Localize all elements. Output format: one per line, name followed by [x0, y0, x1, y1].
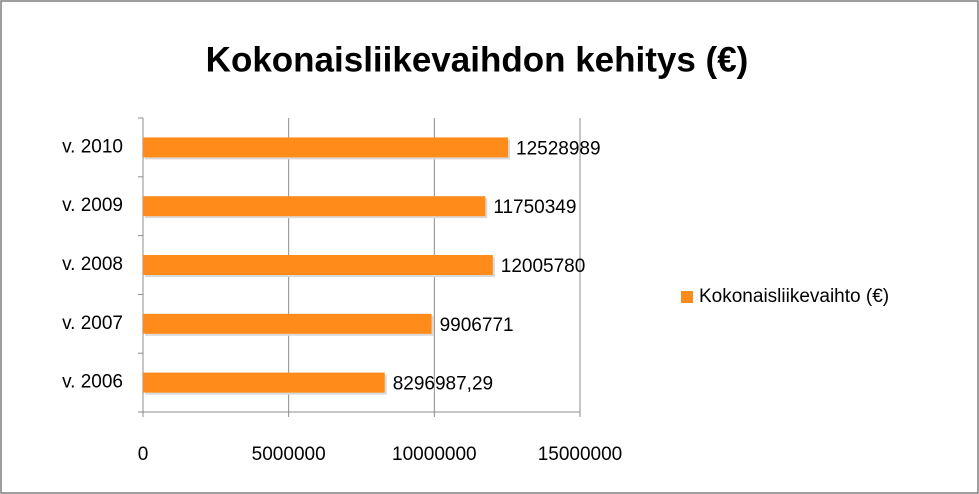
bar [143, 137, 509, 158]
bar [143, 196, 486, 217]
data-label: 9906771 [440, 315, 514, 336]
y-tick-label: v. 2008 [62, 254, 123, 275]
x-tick-label: 15000000 [538, 444, 623, 465]
y-tick-label: v. 2007 [62, 313, 123, 334]
bar [143, 372, 385, 393]
x-tick-label: 0 [138, 444, 149, 465]
chart-title: Kokonaisliikevaihdon kehitys (€) [206, 40, 749, 79]
data-label: 12005780 [501, 256, 586, 277]
legend-label: Kokonaisliikevaihto (€) [699, 286, 889, 307]
bar [143, 313, 432, 334]
x-tick-label: 5000000 [252, 444, 326, 465]
bar [143, 255, 493, 275]
y-tick-label: v. 2006 [62, 372, 123, 393]
x-tick-label: 10000000 [392, 444, 477, 465]
y-tick-label: v. 2009 [62, 195, 123, 216]
data-label: 11750349 [493, 197, 576, 218]
y-tick-label: v. 2010 [62, 136, 123, 157]
legend-swatch [681, 291, 693, 303]
data-label: 12528989 [516, 138, 601, 159]
data-label: 8296987,29 [393, 374, 493, 395]
